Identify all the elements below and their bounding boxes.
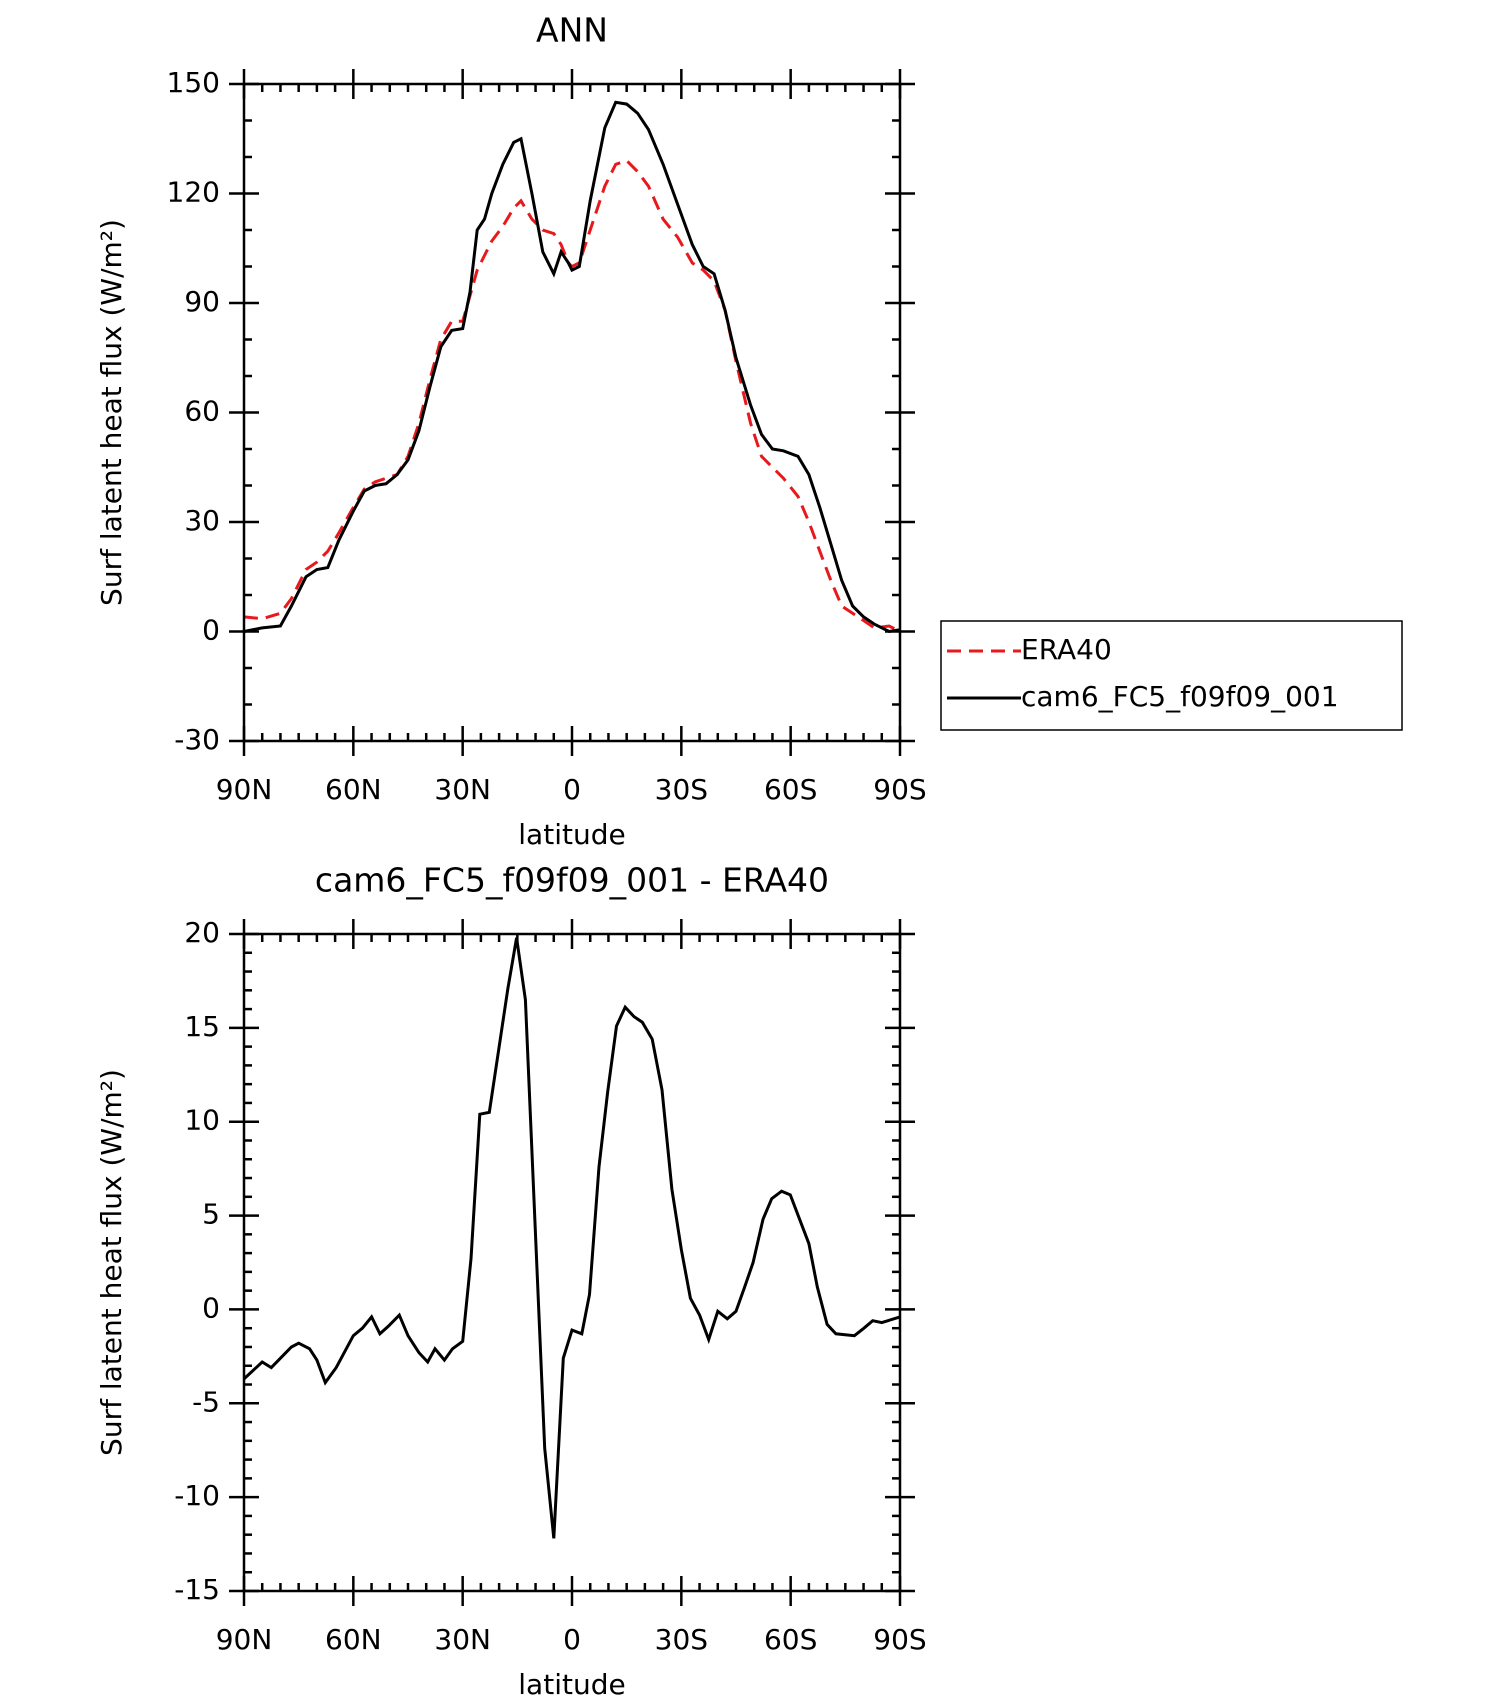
plot-frame — [242, 932, 902, 1593]
y-tick-label: 15 — [184, 1010, 220, 1043]
x-tick-label: 60N — [325, 773, 382, 806]
x-tick-label: 30N — [434, 773, 491, 806]
chart-title: ANN — [536, 11, 608, 50]
y-tick-label: 150 — [167, 66, 220, 99]
x-tick-label: 90N — [216, 1623, 273, 1656]
plot-frame — [242, 82, 902, 743]
y-axis-label: Surf latent heat flux (W/m²) — [95, 1069, 128, 1456]
y-tick-label: -15 — [174, 1573, 220, 1606]
x-tick-label: 90S — [873, 1623, 926, 1656]
legend-box — [940, 620, 1403, 731]
y-tick-label: 20 — [184, 916, 220, 949]
y-tick-label: -10 — [174, 1479, 220, 1512]
legend-label: ERA40 — [1021, 633, 1112, 666]
y-tick-label: 120 — [167, 176, 220, 209]
y-tick-label: 0 — [202, 614, 220, 647]
y-tick-label: -30 — [174, 723, 220, 756]
chart-title: cam6_FC5_f09f09_001 - ERA40 — [315, 861, 829, 900]
y-tick-label: 30 — [184, 504, 220, 537]
x-axis-label: latitude — [518, 1668, 625, 1701]
y-tick-label: 5 — [202, 1198, 220, 1231]
x-tick-label: 30N — [434, 1623, 491, 1656]
x-tick-label: 60N — [325, 1623, 382, 1656]
x-tick-label: 90S — [873, 773, 926, 806]
y-tick-label: 90 — [184, 285, 220, 318]
y-tick-label: 60 — [184, 395, 220, 428]
x-tick-label: 30S — [655, 1623, 708, 1656]
y-tick-label: 10 — [184, 1104, 220, 1137]
y-axis-label: Surf latent heat flux (W/m²) — [95, 219, 128, 606]
x-tick-label: 60S — [764, 1623, 817, 1656]
x-tick-label: 90N — [216, 773, 273, 806]
legend-label: cam6_FC5_f09f09_001 — [1021, 680, 1339, 713]
data-line — [243, 158, 901, 633]
x-tick-label: 0 — [563, 773, 581, 806]
y-tick-label: 0 — [202, 1291, 220, 1324]
x-axis-label: latitude — [518, 818, 625, 851]
data-line — [242, 937, 901, 1539]
x-tick-label: 0 — [563, 1623, 581, 1656]
data-line — [243, 100, 901, 634]
x-tick-label: 30S — [655, 773, 708, 806]
x-tick-label: 60S — [764, 773, 817, 806]
y-tick-label: -5 — [192, 1385, 220, 1418]
